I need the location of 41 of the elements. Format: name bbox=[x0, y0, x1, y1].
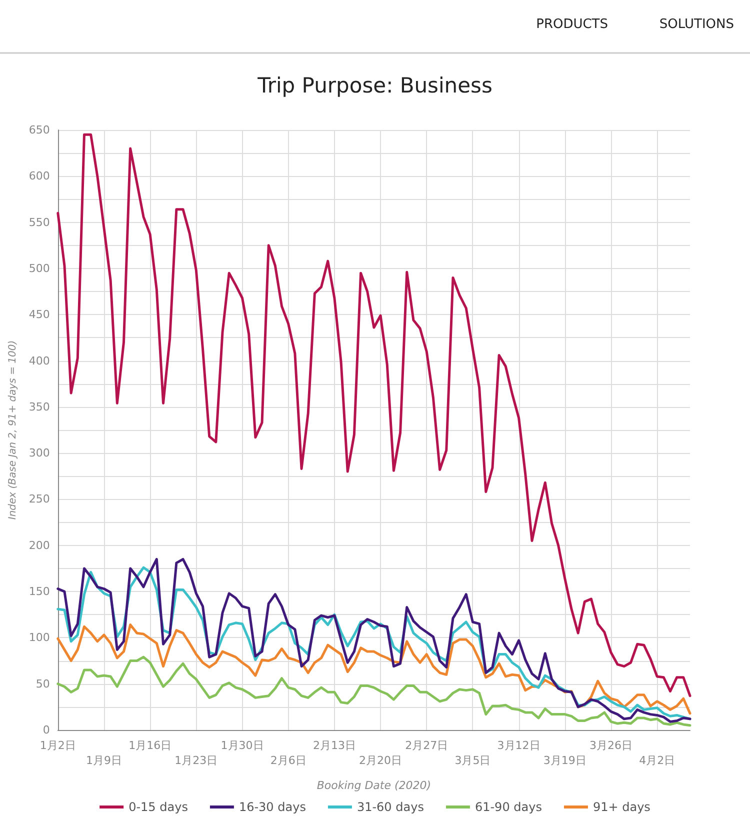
x-axis-title: Booking Date (2020) bbox=[316, 779, 432, 792]
y-tick-label: 350 bbox=[28, 400, 50, 414]
legend-label: 91+ days bbox=[592, 800, 650, 814]
x-tick-label: 3月26日 bbox=[589, 739, 632, 752]
x-tick-label: 4月2日 bbox=[639, 754, 676, 767]
y-tick-label: 300 bbox=[28, 446, 50, 460]
y-tick-label: 0 bbox=[42, 724, 50, 736]
x-tick-label: 1月30日 bbox=[220, 739, 264, 752]
legend-label: 61-90 days bbox=[474, 800, 542, 814]
y-tick-label: 200 bbox=[28, 538, 50, 552]
y-tick-label: 150 bbox=[28, 585, 50, 598]
x-tick-label: 2月20日 bbox=[359, 754, 402, 767]
x-tick-label: 2月6日 bbox=[270, 754, 306, 767]
y-tick-label: 50 bbox=[36, 677, 50, 690]
y-tick-label: 650 bbox=[28, 124, 50, 136]
x-tick-label: 2月13日 bbox=[312, 739, 356, 752]
y-tick-label: 550 bbox=[28, 216, 50, 229]
y-tick-label: 500 bbox=[28, 262, 50, 275]
y-tick-label: 250 bbox=[28, 492, 50, 506]
y-tick-label: 450 bbox=[28, 308, 50, 322]
text: PRODUCTS bbox=[536, 17, 608, 32]
line-series bbox=[56, 656, 692, 727]
x-tick-label: 3月5日 bbox=[454, 754, 491, 767]
x-tick-label: 1月2日 bbox=[40, 739, 76, 752]
y-tick-label: 600 bbox=[28, 170, 50, 183]
x-tick-label: 3月19日 bbox=[543, 754, 586, 767]
text: SOLUTIONS bbox=[659, 17, 734, 32]
legend-label: 16-30 days bbox=[238, 800, 306, 814]
x-tick-label: 1月9日 bbox=[86, 754, 122, 767]
x-tick-label: 2月27日 bbox=[405, 739, 448, 752]
y-tick-label: 400 bbox=[28, 354, 50, 368]
y-axis-title: Index (Base Jan 2, 91+ days = 100) bbox=[8, 340, 18, 520]
x-tick-label: 1月16日 bbox=[128, 739, 172, 752]
legend-label: 31-60 days bbox=[356, 800, 424, 814]
y-tick-label: 100 bbox=[28, 631, 50, 644]
x-tick-label: 3月12日 bbox=[497, 739, 540, 752]
line-series bbox=[56, 624, 692, 715]
x-tick-label: 1月23日 bbox=[174, 754, 218, 767]
chart-title: Trip Purpose: Business bbox=[256, 74, 492, 98]
line-series bbox=[56, 133, 692, 698]
legend-label: 0-15 days bbox=[128, 800, 188, 814]
